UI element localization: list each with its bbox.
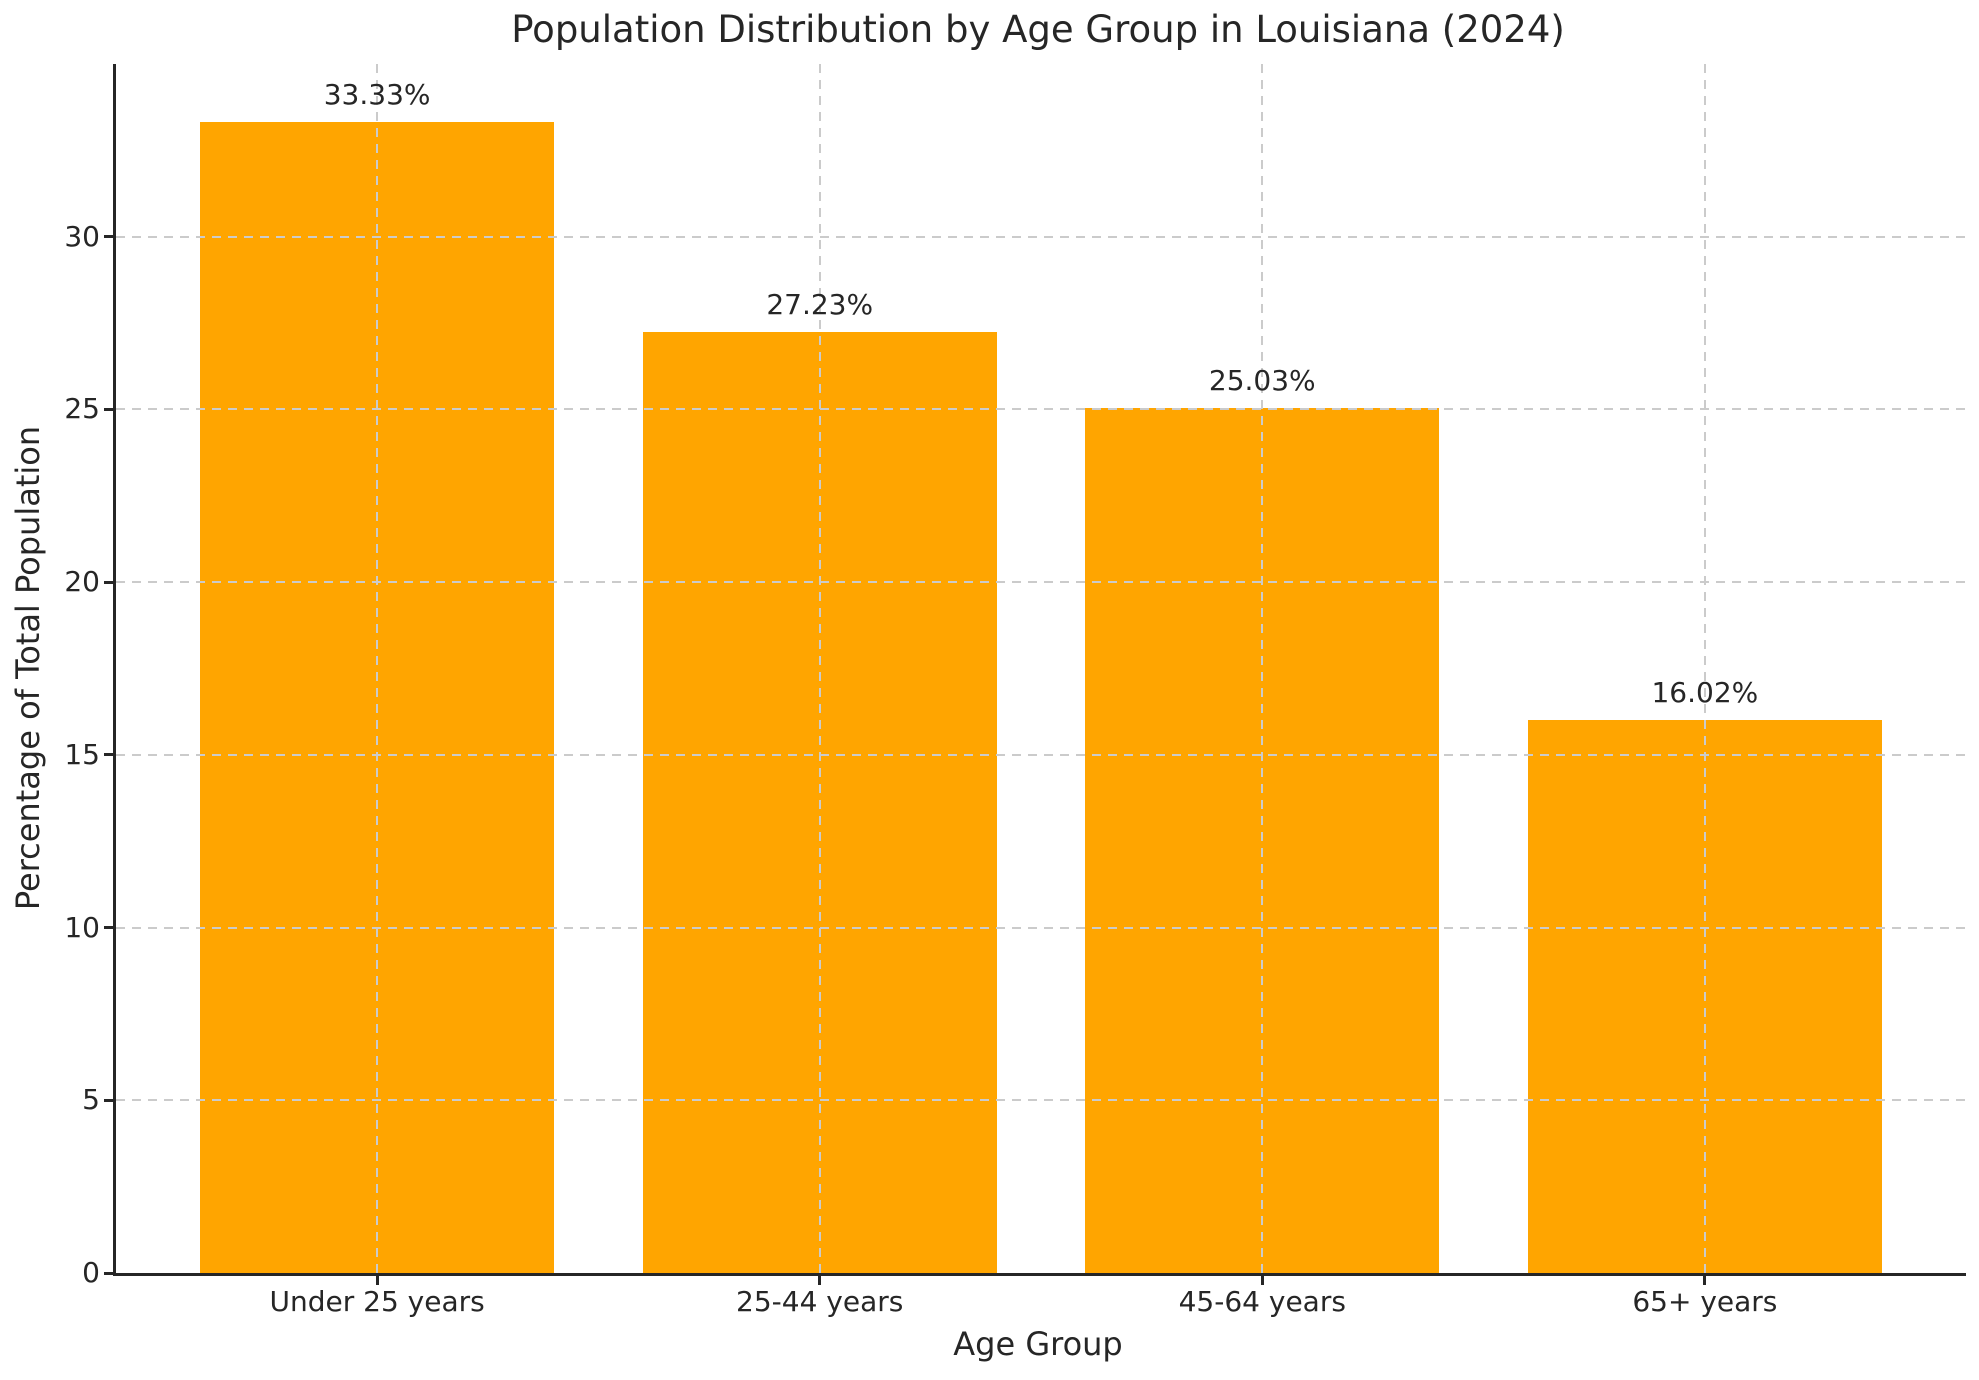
x-tick-label: Under 25 years (269, 1285, 485, 1318)
y-tick-mark (104, 1271, 116, 1275)
y-tick-label: 15 (64, 737, 100, 771)
x-axis-label: Age Group (953, 1325, 1123, 1363)
chart-title: Population Distribution by Age Group in … (511, 8, 1565, 51)
bar-value-label: 16.02% (1651, 675, 1759, 709)
horizontal-gridline (116, 581, 1966, 584)
bar-value-label: 25.03% (1208, 364, 1316, 398)
horizontal-gridline (116, 753, 1966, 756)
y-tick-mark (104, 753, 116, 757)
y-tick-label: 5 (82, 1083, 100, 1117)
vertical-gridline (1703, 64, 1706, 1273)
y-tick-label: 20 (64, 565, 100, 599)
x-tick-mark (1260, 1273, 1264, 1285)
y-tick-mark (104, 580, 116, 584)
horizontal-gridline (116, 235, 1966, 238)
y-tick-label: 30 (64, 219, 100, 253)
horizontal-gridline (116, 1099, 1966, 1102)
x-tick-mark (375, 1273, 379, 1285)
x-tick-mark (1703, 1273, 1707, 1285)
y-tick-mark (104, 1098, 116, 1102)
vertical-gridline (376, 64, 379, 1273)
horizontal-gridline (116, 926, 1966, 929)
y-tick-mark (104, 235, 116, 239)
x-tick-label: 25-44 years (736, 1285, 904, 1318)
bar-value-label: 33.33% (323, 77, 431, 111)
bar-value-label: 27.23% (766, 288, 874, 322)
y-tick-label: 25 (64, 392, 100, 426)
x-tick-label: 65+ years (1632, 1285, 1778, 1318)
horizontal-gridline (116, 408, 1966, 411)
x-tick-mark (818, 1273, 822, 1285)
y-tick-mark (104, 407, 116, 411)
vertical-gridline (1261, 64, 1264, 1273)
y-axis-label: Percentage of Total Population (9, 425, 47, 911)
vertical-gridline (818, 64, 821, 1273)
x-tick-label: 45-64 years (1178, 1285, 1346, 1318)
y-tick-label: 10 (64, 910, 100, 944)
plot-area: 0 5 10 15 20 25 30 33.33% Under 25 years 27.23% 25… (64, 64, 1966, 1317)
y-tick-label: 0 (82, 1256, 100, 1289)
y-tick-mark (104, 926, 116, 930)
